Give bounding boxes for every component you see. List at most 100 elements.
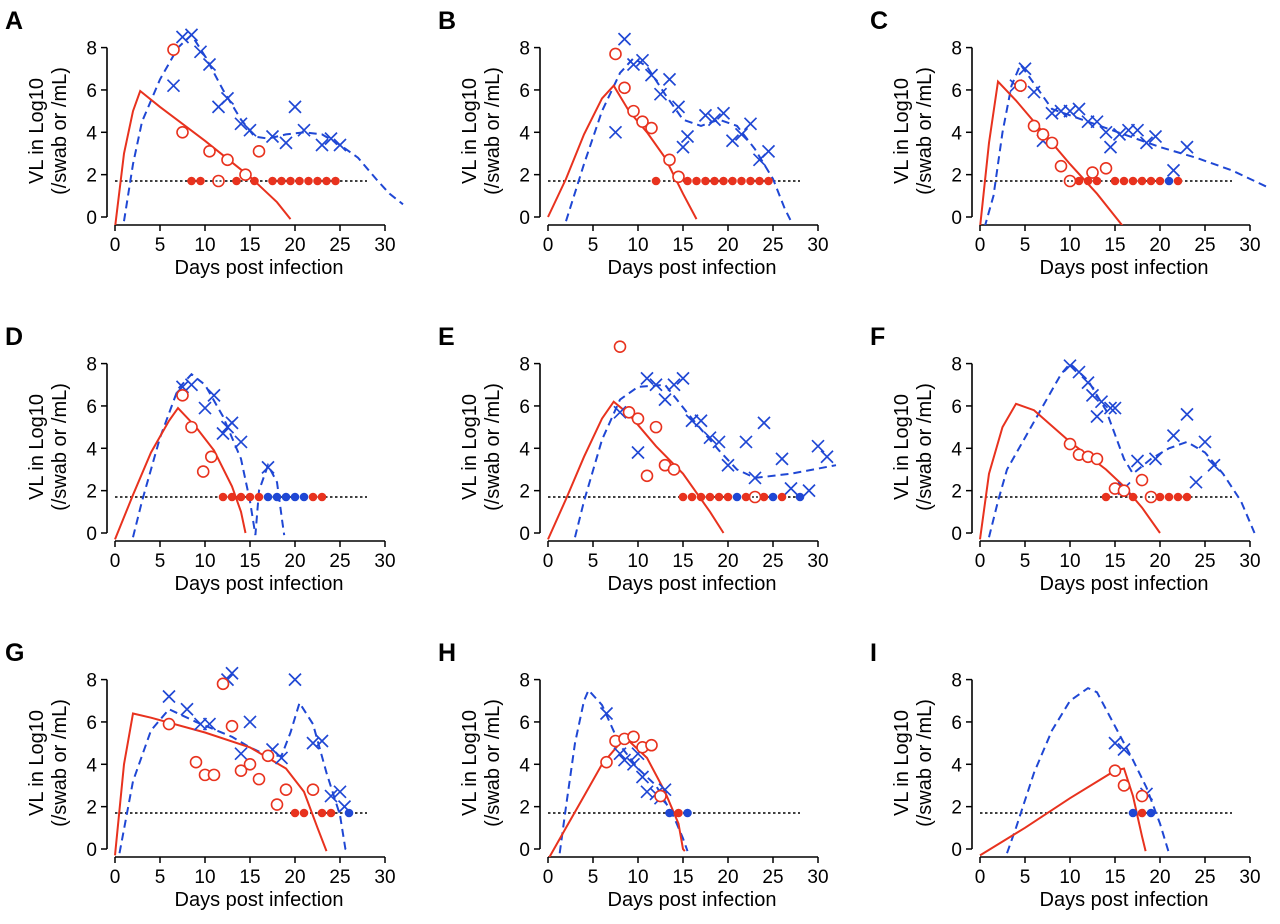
- x-tick-label: 0: [543, 551, 554, 572]
- x-tick-label: 20: [1149, 235, 1170, 256]
- nasal-data-point: [784, 481, 798, 496]
- throat-undetected-point: [746, 176, 755, 186]
- throat-data-point: [609, 47, 622, 61]
- nasal-data-point: [225, 416, 239, 430]
- nasal-data-point: [1063, 359, 1077, 373]
- throat-data-point: [627, 104, 640, 118]
- nasal-data-point: [216, 426, 230, 441]
- y-tick-label: 4: [86, 123, 97, 144]
- throat-data-point: [185, 420, 198, 434]
- nasal-data-point: [243, 123, 257, 137]
- nasal-data-point: [1072, 102, 1086, 116]
- y-tick-label: 4: [951, 123, 962, 144]
- nasal-data-point: [1090, 115, 1104, 129]
- y-tick-label: 6: [519, 713, 530, 734]
- x-tick-label: 20: [284, 867, 305, 888]
- y-tick-label: 6: [951, 713, 962, 734]
- y-tick-label: 4: [86, 755, 97, 776]
- throat-undetected-point: [326, 808, 336, 818]
- throat-undetected-point: [1182, 492, 1192, 502]
- throat-undetected-point: [651, 176, 661, 186]
- throat-limit-point: [748, 490, 762, 504]
- y-axis-label: VL in Log10: [459, 78, 481, 184]
- y-tick-label: 4: [519, 439, 530, 460]
- throat-undetected-point: [268, 176, 277, 186]
- y-axis-label-units: (/swab or /mL): [49, 383, 71, 511]
- x-tick-label: 10: [627, 551, 648, 572]
- nasal-undetected-point: [1164, 176, 1174, 186]
- x-tick-label: 20: [717, 867, 738, 888]
- nasal-data-point: [1166, 428, 1181, 443]
- nasal-data-point: [694, 414, 708, 428]
- x-tick-label: 10: [627, 867, 648, 888]
- throat-undetected-point: [1164, 492, 1174, 502]
- nasal-data-point: [671, 100, 686, 114]
- nasal-data-point: [707, 112, 722, 127]
- throat-data-point: [627, 730, 640, 744]
- throat-data-point: [1135, 473, 1149, 487]
- y-axis-label: VL in Log10: [459, 710, 481, 816]
- throat-data-point: [167, 43, 180, 57]
- throat-undetected-point: [692, 176, 701, 186]
- nasal-data-point: [306, 736, 320, 750]
- nasal-data-point: [1108, 401, 1122, 415]
- nasal-data-point: [225, 666, 239, 680]
- nasal-data-point: [234, 747, 248, 761]
- y-tick-label: 8: [951, 39, 962, 60]
- nasal-data-point: [640, 785, 654, 799]
- throat-data-point: [270, 798, 284, 811]
- throat-data-point: [252, 772, 266, 786]
- nasal-data-point: [207, 388, 221, 402]
- y-tick-label: 0: [519, 840, 530, 861]
- nasal-data-point: [680, 129, 695, 144]
- x-tick-label: 5: [588, 551, 599, 572]
- nasal-data-point: [184, 28, 199, 42]
- y-tick-label: 8: [86, 355, 97, 376]
- nasal-undetected-point: [299, 492, 309, 502]
- nasal-data-point: [748, 471, 762, 485]
- throat-undetected-point: [290, 808, 300, 818]
- nasal-data-point: [653, 87, 668, 101]
- nasal-data-point: [1018, 62, 1032, 76]
- x-tick-label: 5: [155, 867, 166, 888]
- x-tick-label: 10: [1059, 235, 1080, 256]
- x-tick-label: 15: [672, 235, 693, 256]
- throat-model-curve: [979, 79, 1124, 225]
- nasal-model-curve: [984, 62, 1269, 225]
- throat-undetected-point: [737, 176, 746, 186]
- x-tick-label: 25: [1194, 867, 1215, 888]
- throat-undetected-point: [687, 492, 697, 502]
- throat-undetected-point: [236, 492, 246, 502]
- throat-undetected-point: [304, 176, 313, 186]
- throat-data-point: [225, 719, 239, 733]
- x-tick-label: 30: [374, 867, 395, 888]
- nasal-data-point: [198, 401, 212, 415]
- x-tick-label: 0: [110, 867, 121, 888]
- x-tick-label: 15: [239, 551, 260, 572]
- x-tick-label: 0: [975, 235, 986, 256]
- throat-undetected-point: [710, 176, 719, 186]
- throat-undetected-point: [719, 176, 728, 186]
- nasal-data-point: [1180, 140, 1194, 154]
- nasal-data-point: [315, 734, 329, 748]
- x-axis-label: Days post infection: [1040, 889, 1209, 911]
- throat-undetected-point: [250, 176, 259, 186]
- throat-undetected-point: [1155, 492, 1165, 502]
- panel-letter: C: [870, 7, 888, 35]
- throat-undetected-point: [1155, 176, 1165, 186]
- throat-data-point: [243, 757, 257, 771]
- y-tick-label: 2: [519, 798, 530, 819]
- x-axis-label: Days post infection: [608, 257, 777, 279]
- throat-undetected-point: [1128, 176, 1138, 186]
- throat-data-point: [176, 125, 189, 139]
- nasal-data-point: [220, 91, 235, 106]
- throat-model-curve: [114, 712, 328, 856]
- throat-undetected-point: [683, 176, 692, 186]
- y-axis-label-units: (/swab or /mL): [49, 67, 71, 195]
- x-tick-label: 30: [807, 867, 828, 888]
- y-tick-label: 6: [86, 713, 97, 734]
- y-tick-label: 6: [951, 81, 962, 102]
- y-axis-label: VL in Log10: [891, 394, 913, 500]
- throat-data-point: [618, 81, 631, 95]
- y-axis-label-units: (/swab or /mL): [49, 699, 71, 827]
